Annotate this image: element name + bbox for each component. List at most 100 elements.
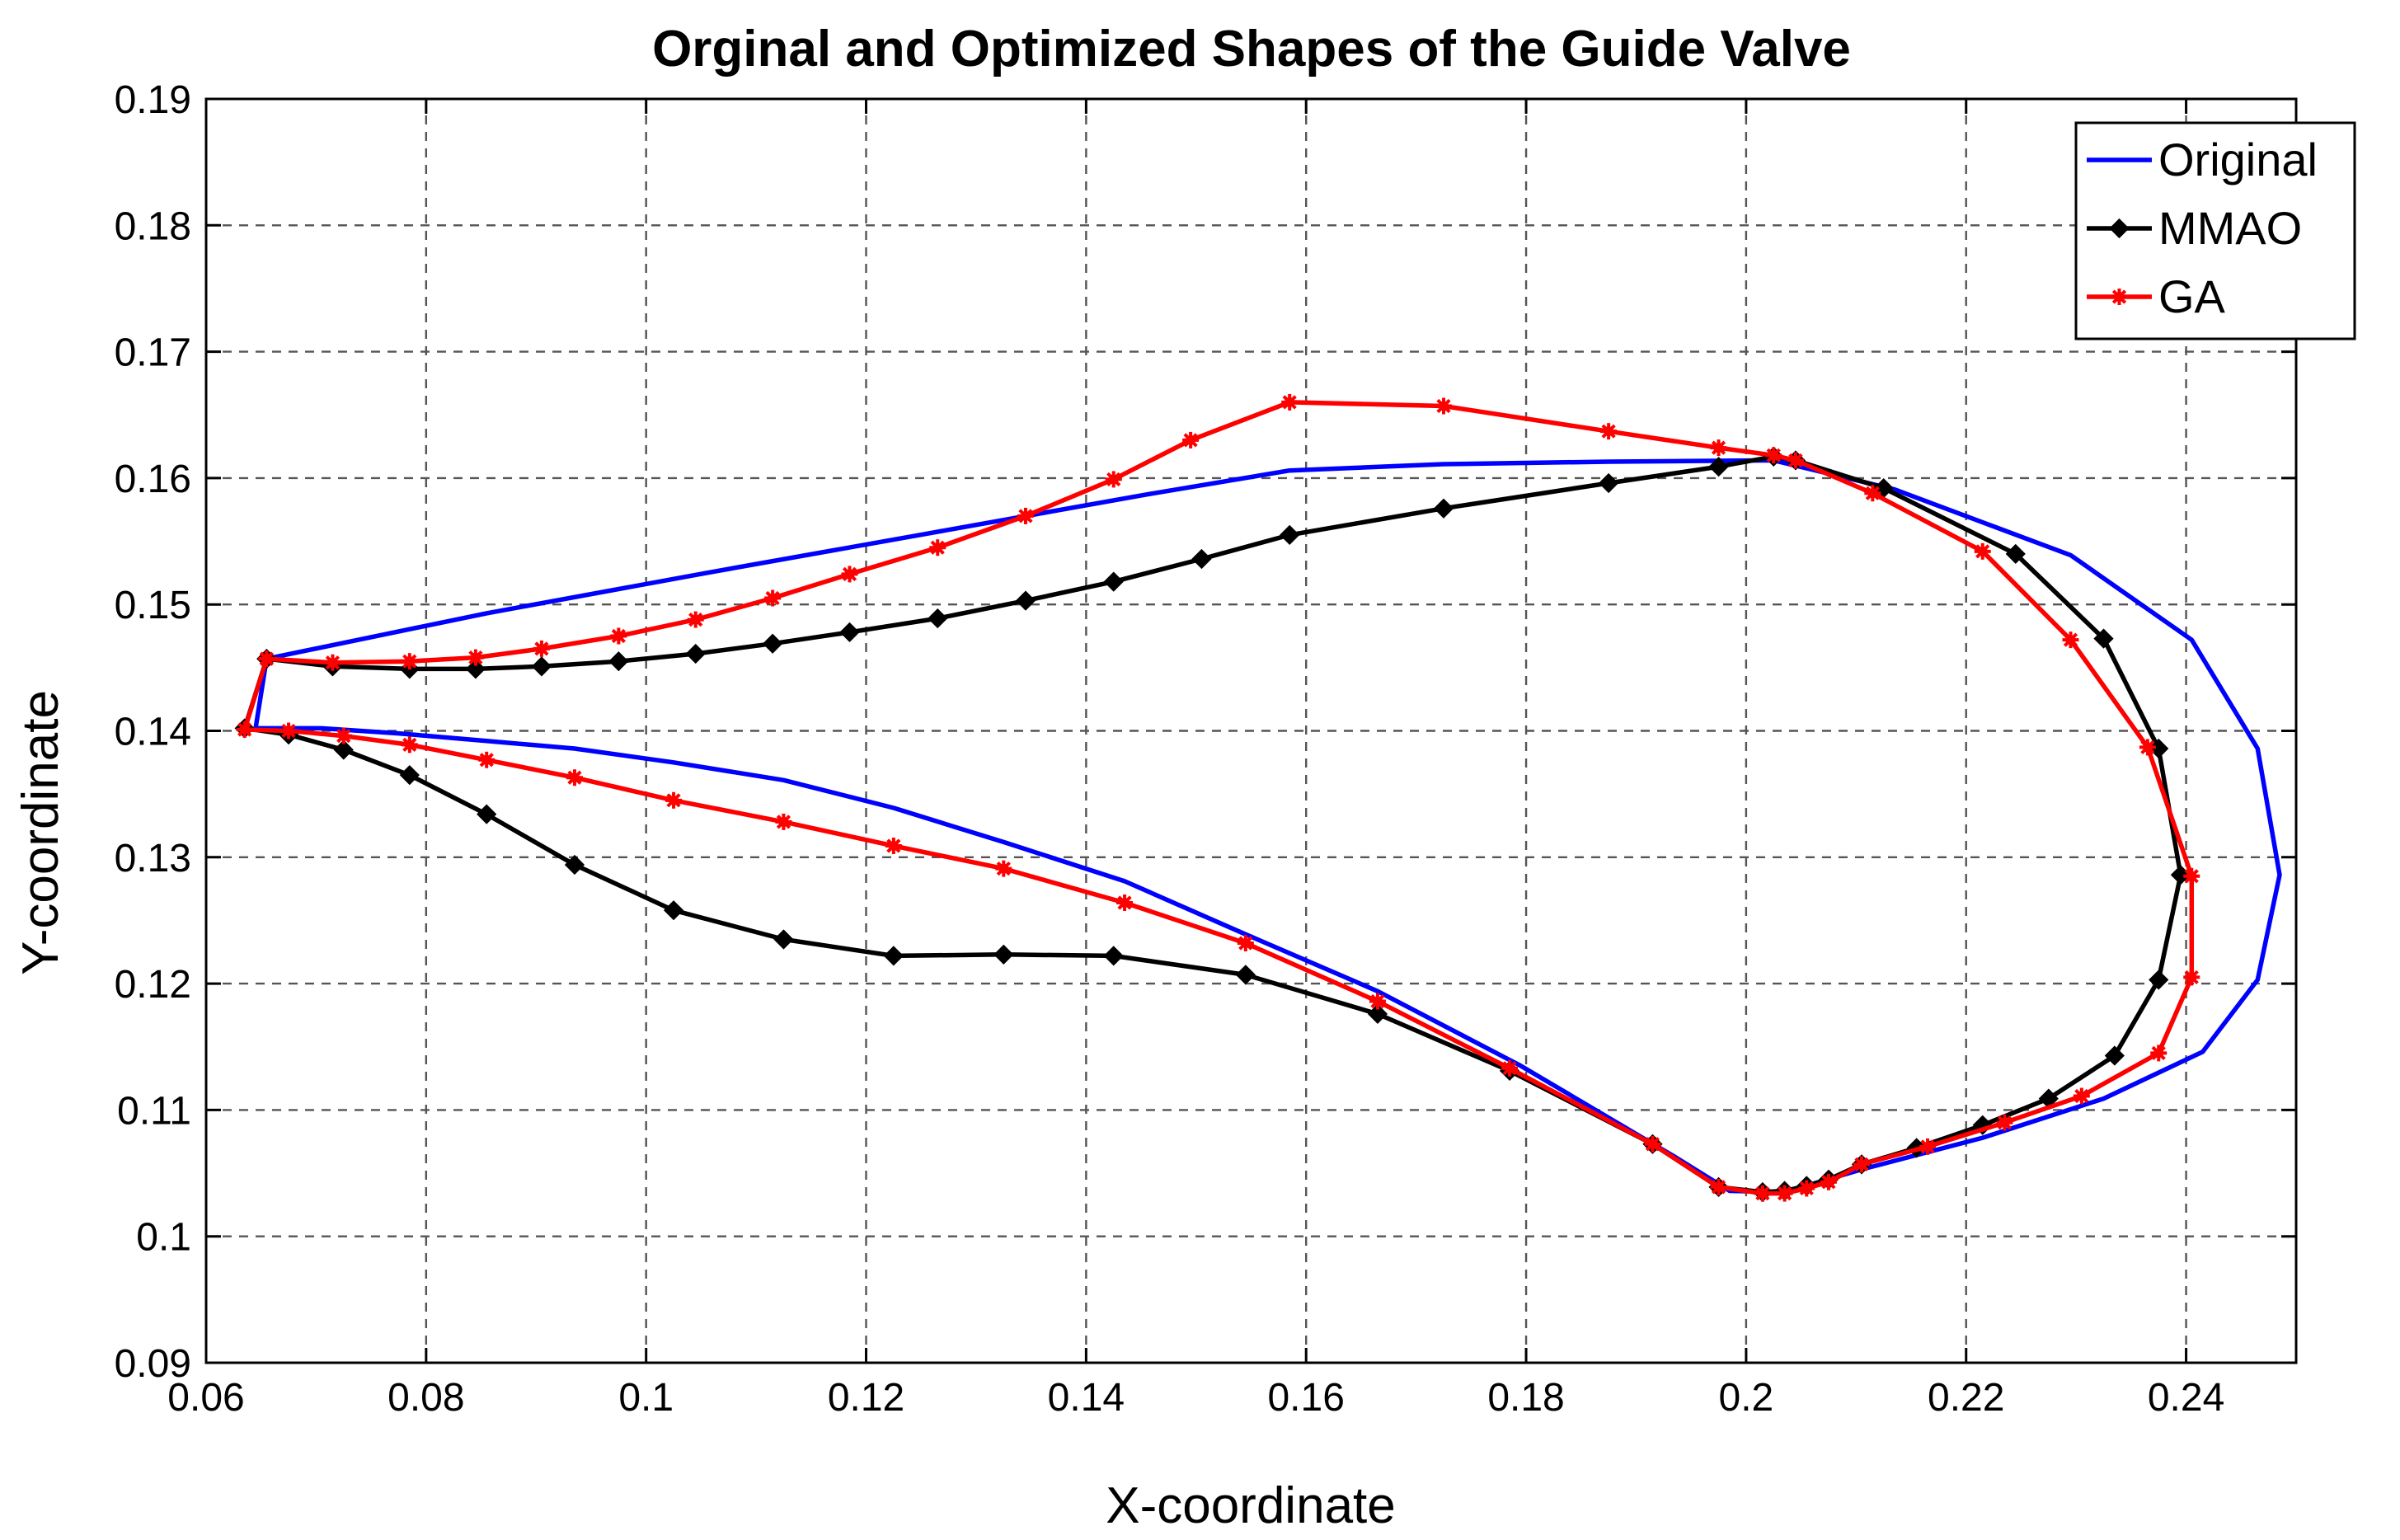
data-point-mmao [608,651,629,672]
data-point-ga [533,640,550,657]
y-tick-label: 0.19 [115,78,191,122]
y-tick-label: 0.15 [115,584,191,627]
x-tick-label: 0.12 [828,1376,904,1420]
x-tick-label: 0.2 [1719,1376,1774,1420]
data-point-mmao [399,765,420,786]
data-point-ga [467,649,484,666]
x-tick-label: 0.16 [1267,1376,1344,1420]
data-point-mmao [762,633,783,654]
data-point-ga [280,722,298,739]
data-point-mmao [993,944,1014,965]
data-point-ga [1105,471,1122,488]
data-point-ga [478,751,495,768]
data-point-ga [1501,1059,1519,1077]
data-point-mmao [883,946,904,966]
grid [206,99,2296,1363]
x-tick-label: 0.22 [1928,1376,2004,1420]
data-point-ga [775,813,792,830]
x-tick-label: 0.14 [1048,1376,1125,1420]
data-point-ga [1853,1156,1870,1173]
data-point-ga [401,736,418,754]
y-axis-label: Y-coordinate [12,690,69,975]
data-point-mmao [773,929,794,950]
data-point-ga [1820,1173,1837,1190]
data-point-mmao [2149,970,2169,990]
data-point-ga [2183,969,2200,986]
data-point-mmao [333,739,354,760]
y-tick-label: 0.13 [115,837,191,880]
chart-title: Orginal and Optimized Shapes of the Guid… [652,21,1851,77]
data-point-mmao [1103,571,1124,592]
data-point-ga [2139,739,2156,756]
x-tick-label: 0.06 [167,1376,244,1420]
data-point-mmao [477,804,497,824]
data-point-ga [1182,431,1200,448]
data-point-mmao [663,900,684,921]
y-tick-label: 0.17 [115,331,191,375]
x-tick-label: 0.1 [618,1376,674,1420]
data-point-mmao [1708,456,1729,477]
data-point-ga [2183,867,2200,885]
y-tick-label: 0.12 [115,963,191,1007]
data-point-ga [2062,631,2079,649]
data-point-ga [1116,894,1134,911]
data-point-mmao [2093,628,2114,649]
data-point-mmao [1103,946,1124,966]
x-tick-label: 0.08 [387,1376,464,1420]
legend-label-ga: GA [2158,270,2226,322]
data-point-ga [1776,1185,1793,1202]
axis-ticks: 0.06 0.08 0.1 0.12 0.14 0.16 0.18 0.2 0.22 0.24 0.… [115,78,2296,1420]
data-point-ga [258,650,275,668]
data-point-mmao [1972,1115,1993,1135]
legend-item-mmao: MMAO [2087,202,2302,254]
data-point-ga [1996,1114,2013,1131]
y-tick-label: 0.14 [115,711,191,754]
data-point-ga [2150,1045,2168,1062]
x-tick-label: 0.24 [2148,1376,2224,1420]
legend: Original MMAO GA [2074,121,2356,340]
legend-item-ga: GA [2087,270,2226,322]
y-tick-label: 0.09 [115,1342,191,1386]
series-ga [236,393,2200,1202]
data-point-ga [1787,452,1804,469]
y-tick-label: 0.16 [115,458,191,501]
data-point-ga [1369,993,1386,1010]
legend-item-original: Original [2087,134,2318,185]
data-point-mmao [1015,590,1036,611]
data-point-ga [1435,397,1452,415]
y-tick-label: 0.11 [117,1089,191,1133]
data-point-mmao [1367,1003,1388,1025]
data-point-ga [885,838,902,855]
data-point-ga [1864,485,1881,502]
data-point-ga [929,539,946,556]
data-point-ga [1237,935,1254,952]
data-point-mmao [1433,498,1454,519]
legend-marker-ga [2111,289,2128,305]
data-point-ga [1644,1135,1661,1153]
data-point-ga [401,653,418,670]
data-point-ga [995,860,1012,877]
y-tick-label: 0.18 [115,204,191,248]
data-point-ga [687,611,704,628]
data-point-mmao [2005,543,2026,565]
x-axis-label: X-coordinate [1106,1477,1396,1534]
data-point-mmao [1191,548,1212,570]
data-point-ga [665,791,683,809]
data-point-ga [610,627,627,645]
data-point-ga [1600,423,1618,440]
data-point-ga [764,589,782,607]
data-point-mmao [1873,478,1894,499]
data-point-mmao [839,622,860,643]
data-point-ga [1710,1178,1727,1195]
legend-label-mmao: MMAO [2158,202,2302,254]
legend-label-original: Original [2158,134,2318,185]
data-point-mmao [1235,965,1256,985]
data-point-mmao [1280,524,1300,546]
data-point-ga [1974,542,1991,560]
data-point-ga [335,727,352,744]
data-point-mmao [928,608,948,629]
data-point-mmao [1598,472,1619,494]
